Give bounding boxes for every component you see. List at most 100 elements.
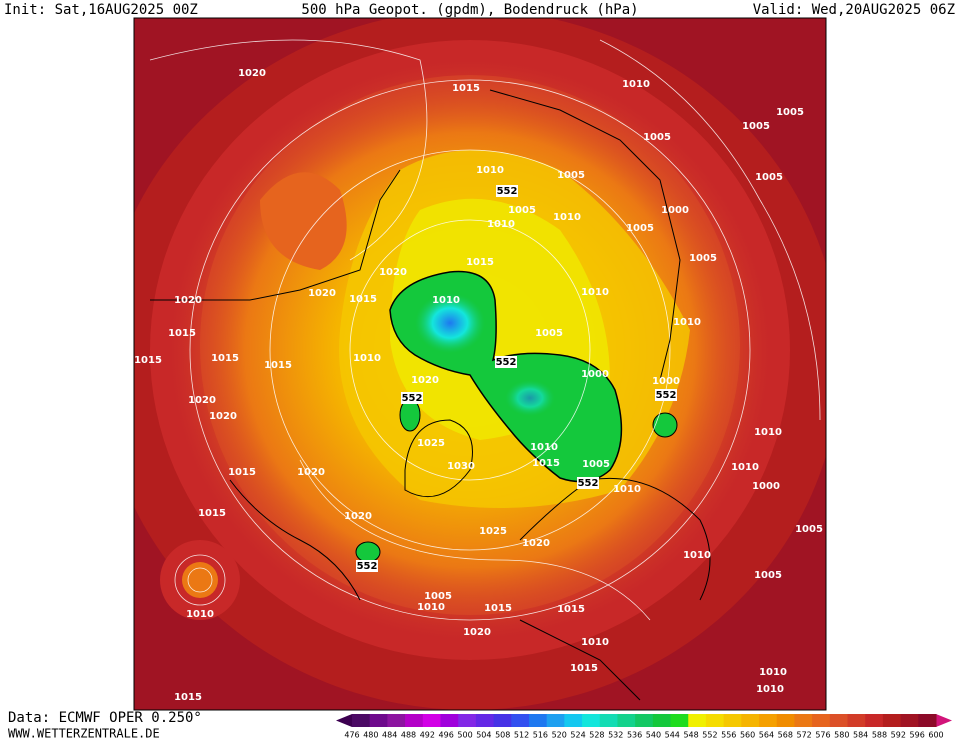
isobar-label: 1010 [432, 295, 460, 306]
colorbar-label: 576 [815, 731, 830, 740]
contour-label-box [495, 356, 517, 368]
colorbar-label: 496 [439, 731, 454, 740]
isobar-label: 1000 [661, 205, 689, 216]
isobar-label: 1005 [582, 459, 610, 470]
colorbar-label: 596 [910, 731, 925, 740]
isobar-label: 1005 [424, 591, 452, 602]
isobar-label: 1005 [557, 170, 585, 181]
isobar-label: 1010 [683, 550, 711, 561]
colorbar-swatch [369, 714, 388, 727]
colorbar-swatch [582, 714, 601, 727]
colorbar-swatch [759, 714, 778, 727]
colorbar-swatch [440, 714, 459, 727]
colorbar-label: 572 [796, 731, 811, 740]
isobar-label: 1015 [484, 603, 512, 614]
colorbar-label: 524 [570, 731, 585, 740]
colorbar-swatch [564, 714, 583, 727]
geopotential-label: 552 [656, 390, 677, 401]
contour-label-box [401, 392, 423, 404]
colorbar-label: 560 [740, 731, 755, 740]
colorbar-label: 500 [457, 731, 472, 740]
colorbar-label: 568 [778, 731, 793, 740]
colorbar-label: 520 [552, 731, 567, 740]
isobar-label: 1005 [742, 121, 770, 132]
isobar-label: 1010 [581, 287, 609, 298]
colorbar-swatch [847, 714, 866, 727]
geopotential-label: 552 [578, 478, 599, 489]
geopotential-label: 552 [402, 393, 423, 404]
colorbar-label: 488 [401, 731, 416, 740]
colorbar-label: 492 [420, 731, 435, 740]
colorbar-arrow-left [336, 714, 352, 727]
colorbar-label: 540 [646, 731, 661, 740]
isobar-label: 1005 [508, 205, 536, 216]
colorbar-swatch [741, 714, 760, 727]
isobar-label: 1005 [626, 223, 654, 234]
colorbar-swatch [794, 714, 813, 727]
colorbar-swatch [670, 714, 689, 727]
isobar-label: 1015 [211, 353, 239, 364]
colorbar-label: 528 [589, 731, 604, 740]
isobar-label: 1010 [731, 462, 759, 473]
isobar-label: 1005 [689, 253, 717, 264]
isobar-label: 1020 [297, 467, 325, 478]
colorbar-swatch [812, 714, 831, 727]
isobar-label: 1015 [198, 508, 226, 519]
isobar-label: 1005 [754, 570, 782, 581]
colorbar-swatch [705, 714, 725, 727]
isobar-label: 1015 [452, 83, 480, 94]
isobar-label: 1020 [522, 538, 550, 549]
isobar-label: 1025 [417, 438, 445, 449]
isobar-label: 1005 [535, 328, 563, 339]
isobar-label: 1015 [228, 467, 256, 478]
colorbar-label: 588 [872, 731, 887, 740]
isobar-label: 1020 [238, 68, 266, 79]
colorbar-swatch [352, 714, 371, 727]
colorbar-label: 552 [702, 731, 717, 740]
isobar-label: 1010 [613, 484, 641, 495]
colorbar-swatch [882, 714, 902, 727]
geopotential-label: 552 [357, 561, 378, 572]
isobar-label: 1010 [553, 212, 581, 223]
colorbar-label: 592 [891, 731, 906, 740]
colorbar-swatch [652, 714, 672, 727]
colorbar-swatch [900, 714, 919, 727]
colorbar-label: 516 [533, 731, 548, 740]
colorbar-label: 476 [344, 731, 359, 740]
isobar-label: 1010 [487, 219, 515, 230]
contour-label-box [655, 389, 677, 401]
colorbar-swatch [387, 714, 406, 727]
colorbar-label: 536 [627, 731, 642, 740]
colorbar-label: 480 [363, 731, 378, 740]
isobar-label: 1015 [557, 604, 585, 615]
colorbar-label: 512 [514, 731, 529, 740]
map [134, 18, 826, 710]
isobar-label: 1020 [344, 511, 372, 522]
colorbar-swatch [405, 714, 424, 727]
colorbar-label: 584 [853, 731, 868, 740]
isobar-label: 1005 [795, 524, 823, 535]
colorbar-swatch [865, 714, 884, 727]
valid-time: Valid: Wed,20AUG2025 06Z [753, 2, 955, 18]
colorbar-swatch [546, 714, 565, 727]
isobar-label: 1015 [349, 294, 377, 305]
map-frame [133, 17, 827, 711]
colorbar-swatch [617, 714, 636, 727]
geopotential-label: 552 [496, 357, 517, 368]
contour-label-box [577, 477, 599, 489]
colorbar-swatch [528, 714, 548, 727]
isobar-label: 1010 [186, 609, 214, 620]
colorbar-label: 580 [834, 731, 849, 740]
colorbar-label: 544 [665, 731, 680, 740]
colorbar-swatch [829, 714, 849, 727]
isobar-label: 1020 [174, 295, 202, 306]
contour-label-box [496, 185, 518, 197]
isobar-label: 1000 [652, 376, 680, 387]
colorbar-swatch [511, 714, 530, 727]
isobar-label: 1015 [264, 360, 292, 371]
colorbar-swatch [635, 714, 654, 727]
isobar-label: 1005 [755, 172, 783, 183]
colorbar-swatch [475, 714, 495, 727]
colorbar-label: 600 [928, 731, 943, 740]
